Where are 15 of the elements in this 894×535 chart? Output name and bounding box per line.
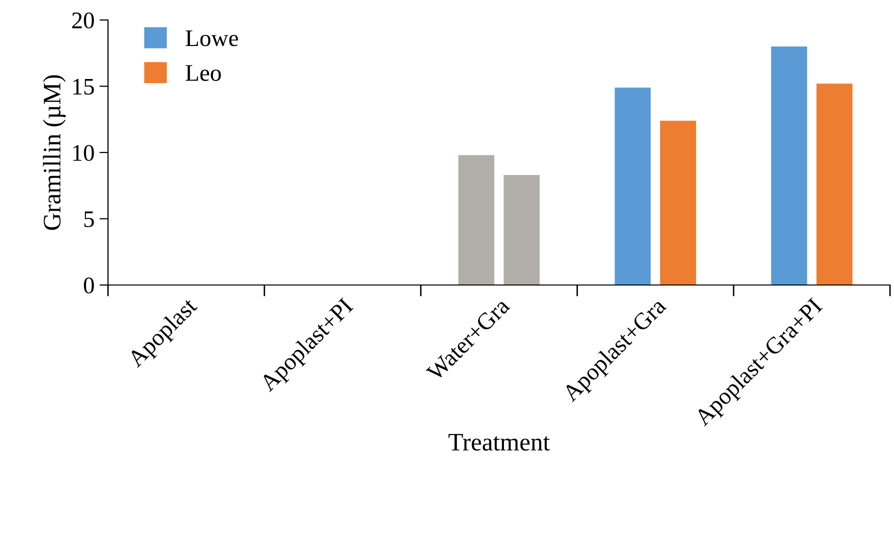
bar (771, 46, 808, 285)
y-tick-label: 5 (84, 211, 94, 228)
y-axis-title: Gramillin (µM) (42, 75, 66, 230)
bar (614, 88, 651, 285)
y-tick-label: 0 (84, 277, 94, 294)
y-tick-label: 20 (72, 12, 94, 28)
bar (504, 175, 540, 285)
y-tick-label: 10 (73, 144, 94, 161)
x-axis-title: Treatment (448, 434, 550, 451)
legend-label: Leo (186, 65, 221, 81)
bar (458, 155, 494, 285)
y-tick-label: 15 (73, 78, 94, 95)
bar (816, 84, 852, 285)
legend-label: Lowe (186, 30, 238, 46)
bar (660, 120, 696, 285)
